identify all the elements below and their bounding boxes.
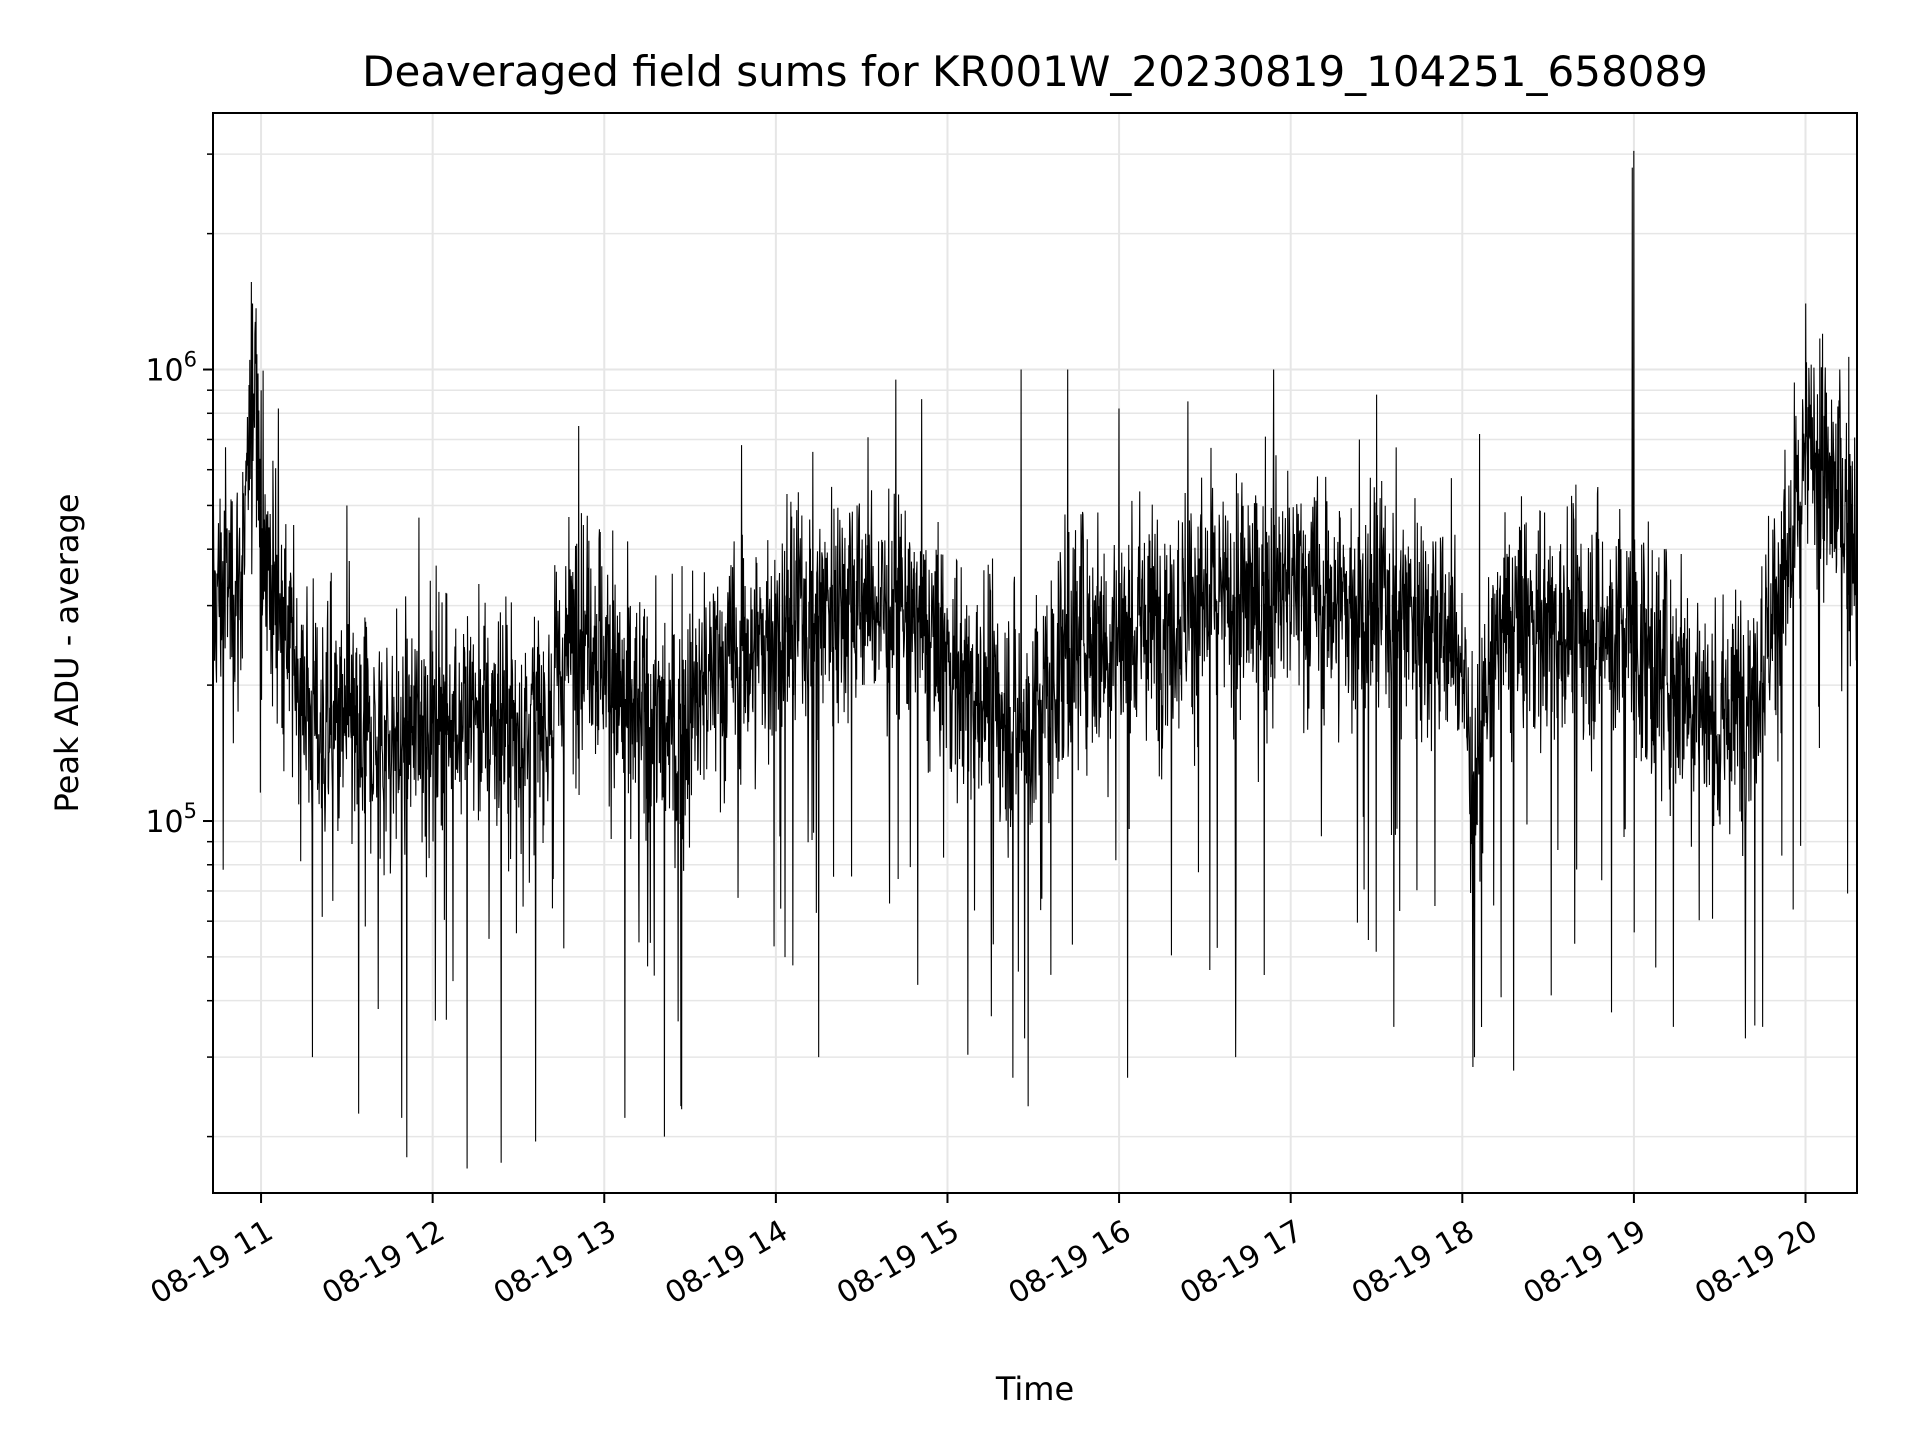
plot-area-frame	[212, 112, 1858, 1194]
y-tick-label: 106	[145, 348, 197, 389]
y-tick-label-exponent: 6	[184, 348, 197, 372]
series-line	[212, 150, 1858, 1169]
y-tick-label-base: 10	[145, 805, 183, 840]
y-tick-label: 105	[145, 799, 197, 840]
y-tick-label-exponent: 5	[184, 799, 197, 823]
data-series	[212, 150, 1858, 1169]
y-axis-label: Peak ADU - average	[48, 494, 86, 813]
y-tick-label-base: 10	[145, 354, 183, 389]
x-axis-label: Time	[995, 1370, 1074, 1408]
chart-title: Deaveraged field sums for KR001W_2023081…	[362, 47, 1708, 96]
